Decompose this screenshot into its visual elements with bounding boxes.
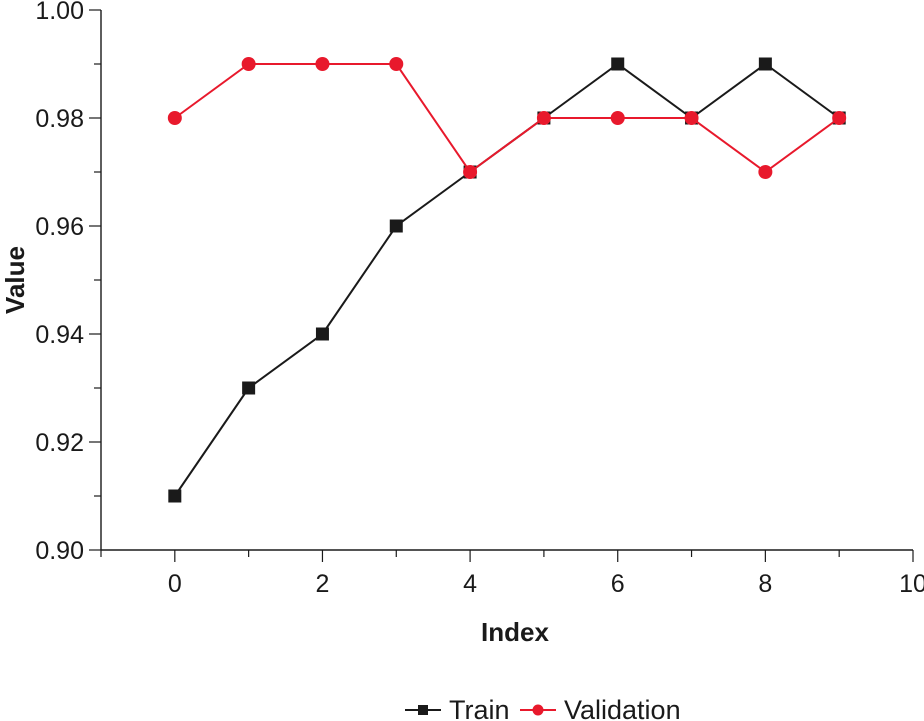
- x-tick-label: 10: [899, 570, 924, 598]
- validation-line: [174, 63, 840, 174]
- legend-item-train: Train: [405, 695, 510, 721]
- x-axis-ticks: 0 2 4 6 8 10: [100, 550, 924, 598]
- validation-point: [389, 57, 404, 71]
- y-tick-label: 0.92: [35, 429, 84, 457]
- legend-swatch-marker: [418, 705, 428, 715]
- train-point: [168, 489, 182, 503]
- train-point: [242, 381, 256, 395]
- x-tick-label: 6: [611, 570, 625, 598]
- x-tick-label: 0: [168, 570, 182, 598]
- y-tick-label: 1.00: [35, 0, 84, 25]
- y-tick-label: 0.98: [35, 105, 84, 133]
- validation-point: [684, 111, 699, 125]
- train-point: [758, 57, 772, 71]
- validation-point: [241, 57, 256, 71]
- legend-item-validation: Validation: [520, 695, 681, 721]
- validation-point: [832, 111, 847, 125]
- train-line: [173, 62, 840, 497]
- validation-point: [758, 165, 773, 179]
- legend-label: Validation: [564, 695, 681, 721]
- x-tick-label: 4: [463, 570, 477, 598]
- y-tick-label: 0.96: [35, 213, 84, 241]
- axes: [100, 10, 913, 551]
- y-axis-title: Value: [0, 246, 30, 314]
- y-axis-ticks: 0.90 0.92 0.94 0.96 0.98 1.00: [35, 0, 101, 565]
- series-validation: [167, 57, 847, 179]
- y-tick-label: 0.94: [35, 321, 84, 349]
- series-layer: [167, 57, 847, 503]
- validation-point: [610, 111, 625, 125]
- train-point: [611, 57, 625, 71]
- train-point: [389, 219, 403, 233]
- validation-point: [536, 111, 551, 125]
- legend-swatch-marker: [532, 704, 544, 716]
- validation-point: [315, 57, 330, 71]
- validation-point: [167, 111, 182, 125]
- x-tick-label: 2: [316, 570, 330, 598]
- legend: Train Validation: [405, 695, 681, 721]
- series-train: [168, 57, 846, 503]
- x-tick-label: 8: [758, 570, 772, 598]
- y-tick-label: 0.90: [35, 537, 84, 565]
- validation-point: [463, 165, 478, 179]
- x-axis-title: Index: [481, 617, 549, 647]
- legend-label: Train: [449, 695, 510, 721]
- train-point: [315, 327, 329, 341]
